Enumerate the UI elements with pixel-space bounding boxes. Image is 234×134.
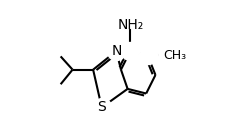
Text: CH₃: CH₃	[163, 49, 186, 62]
Text: N: N	[111, 44, 121, 58]
Text: NH₂: NH₂	[117, 18, 143, 32]
Text: S: S	[97, 100, 106, 114]
